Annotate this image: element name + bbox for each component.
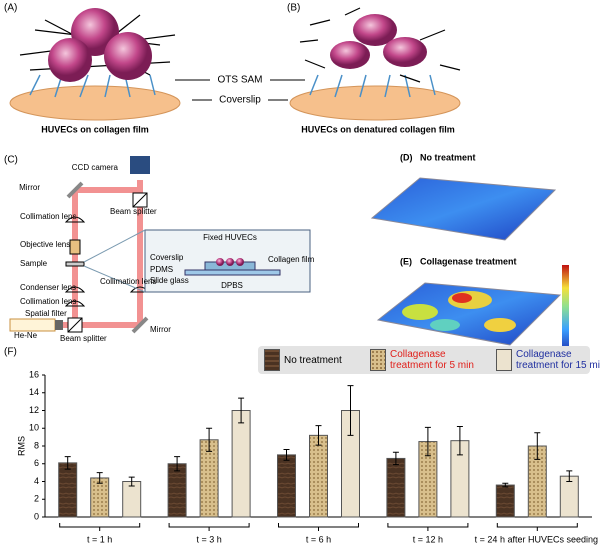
group-bracket xyxy=(496,523,578,531)
error-bar xyxy=(64,456,71,470)
panel-label: (E) xyxy=(400,256,412,266)
group-bracket xyxy=(278,523,359,531)
error-bar xyxy=(502,482,509,488)
bar xyxy=(122,481,142,518)
error-bar xyxy=(128,476,135,487)
bar-chart: RMS 0 2 4 6 8 10 12 14 16 t = 1 h t = 3 h t = 6 h t =… xyxy=(16,369,598,544)
label: Sample xyxy=(20,259,48,268)
x-tick-label: t = 24 h after HUVECs seeding xyxy=(475,534,598,544)
bar xyxy=(559,475,579,518)
legend-label: No treatment xyxy=(284,354,342,366)
bar xyxy=(309,434,328,518)
error-bar xyxy=(424,426,431,457)
group-bracket xyxy=(387,523,469,531)
y-tick-label: 10 xyxy=(29,423,39,433)
panel-label: (A) xyxy=(4,3,17,14)
label: Fixed HUVECs xyxy=(203,233,257,242)
panel-label: (F) xyxy=(4,347,17,358)
bar xyxy=(167,463,187,518)
y-tick-label: 0 xyxy=(34,511,39,521)
y-tick-label: 4 xyxy=(34,476,39,486)
label: Spatial filter xyxy=(25,309,67,318)
label: Beam splitter xyxy=(60,334,107,343)
panel-label: (B) xyxy=(287,3,300,14)
label: He-Ne xyxy=(14,331,38,340)
label: OTS SAM xyxy=(217,75,262,86)
legend-label: Collagenase treatment for 5 min xyxy=(390,349,474,371)
label: Collimation lens xyxy=(20,297,76,306)
y-tick-label: 6 xyxy=(34,458,39,468)
arrows xyxy=(175,79,305,101)
label: PDMS xyxy=(150,265,173,274)
group-bracket xyxy=(59,523,141,531)
label: Mirror xyxy=(150,325,171,334)
x-tick-label: t = 1 h xyxy=(87,534,112,544)
x-tick-label: t = 3 h xyxy=(196,534,221,544)
bar xyxy=(495,484,515,518)
label: Coverslip xyxy=(150,253,184,262)
y-tick-label: 2 xyxy=(34,494,39,504)
bar xyxy=(277,454,296,518)
label: Collimation lens xyxy=(100,277,156,286)
error-bar xyxy=(283,449,290,461)
legend-item: No treatment xyxy=(264,349,364,371)
y-tick-label: 12 xyxy=(29,405,39,415)
error-bar xyxy=(534,432,541,460)
legend-label: Collagenase treatment for 15 min xyxy=(516,349,600,371)
x-tick-label: t = 6 h xyxy=(306,534,331,544)
schematic-b xyxy=(289,7,461,121)
panel-label: (D) xyxy=(400,152,413,162)
label: DPBS xyxy=(221,281,243,290)
bar xyxy=(231,410,251,518)
panel-title: Collagenase treatment xyxy=(420,256,517,266)
surface-plots xyxy=(370,177,569,357)
error-bar xyxy=(96,472,103,484)
panel-title: No treatment xyxy=(420,152,476,162)
error-bar xyxy=(206,427,213,452)
label: CCD camera xyxy=(72,163,119,172)
bar xyxy=(58,462,78,518)
error-bar xyxy=(347,385,354,436)
x-tick-label: t = 12 h xyxy=(413,534,443,544)
label: Condenser lens xyxy=(20,283,76,292)
label: Collimation lens xyxy=(20,212,76,221)
legend-swatch xyxy=(264,349,280,371)
schematic-a xyxy=(9,8,181,121)
label: Mirror xyxy=(19,183,40,192)
error-bar xyxy=(566,470,573,482)
label: Collagen film xyxy=(268,255,315,264)
label: Beam splitter xyxy=(110,207,157,216)
y-axis-label: RMS xyxy=(16,436,26,456)
legend: No treatment Collagenase treatment for 5 … xyxy=(258,346,600,374)
y-tick-label: 8 xyxy=(34,440,39,450)
optical-setup xyxy=(9,156,311,334)
legend-item: Collagenase treatment for 15 min xyxy=(496,349,600,371)
label: Slide glass xyxy=(150,276,189,285)
legend-swatch xyxy=(496,349,512,371)
error-bar xyxy=(315,425,322,446)
label: Objective lens xyxy=(20,240,70,249)
bar xyxy=(90,477,110,518)
error-bar xyxy=(456,425,463,456)
y-tick-label: 14 xyxy=(29,387,39,397)
legend-item: Collagenase treatment for 5 min xyxy=(370,349,490,371)
caption: HUVECs on collagen film xyxy=(41,124,149,134)
error-bar xyxy=(238,397,245,424)
label: Coverslip xyxy=(219,95,261,106)
panel-label: (C) xyxy=(4,155,18,166)
error-bar xyxy=(392,451,399,466)
legend-swatch xyxy=(370,349,386,371)
caption: HUVECs on denatured collagen film xyxy=(301,124,455,134)
group-bracket xyxy=(168,523,250,531)
bar xyxy=(386,457,406,518)
error-bar xyxy=(174,456,181,472)
y-tick-label: 16 xyxy=(29,369,39,379)
